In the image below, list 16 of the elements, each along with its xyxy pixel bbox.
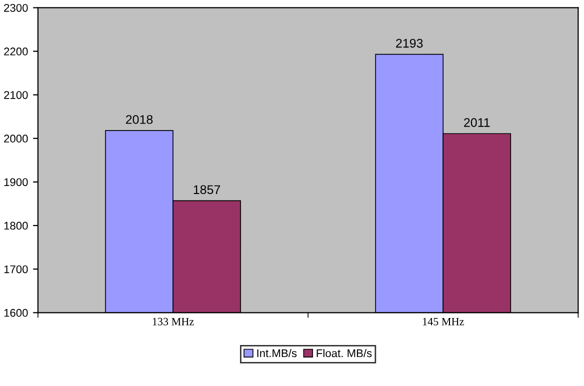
y-tick-label: 1600 xyxy=(4,308,28,317)
data-label: 1857 xyxy=(194,185,220,194)
y-tick-label: 2100 xyxy=(4,91,28,99)
data-label: 2011 xyxy=(464,118,490,127)
legend-label: Int.MB/s xyxy=(257,348,297,358)
y-tick-label: 2300 xyxy=(4,4,28,12)
x-tick-label: 145 MHz xyxy=(422,318,464,326)
y-tick-label: 1800 xyxy=(4,222,28,230)
x-tick-label: 133 MHz xyxy=(152,318,194,326)
y-tick-label: 1700 xyxy=(4,265,28,274)
data-label: 2018 xyxy=(126,115,153,124)
data-label: 2193 xyxy=(396,38,423,48)
y-tick-label: 2200 xyxy=(4,48,28,56)
y-tick-label: 1900 xyxy=(4,178,28,186)
y-tick-label: 2000 xyxy=(4,134,28,143)
legend-label: Float. MB/s xyxy=(316,348,372,358)
